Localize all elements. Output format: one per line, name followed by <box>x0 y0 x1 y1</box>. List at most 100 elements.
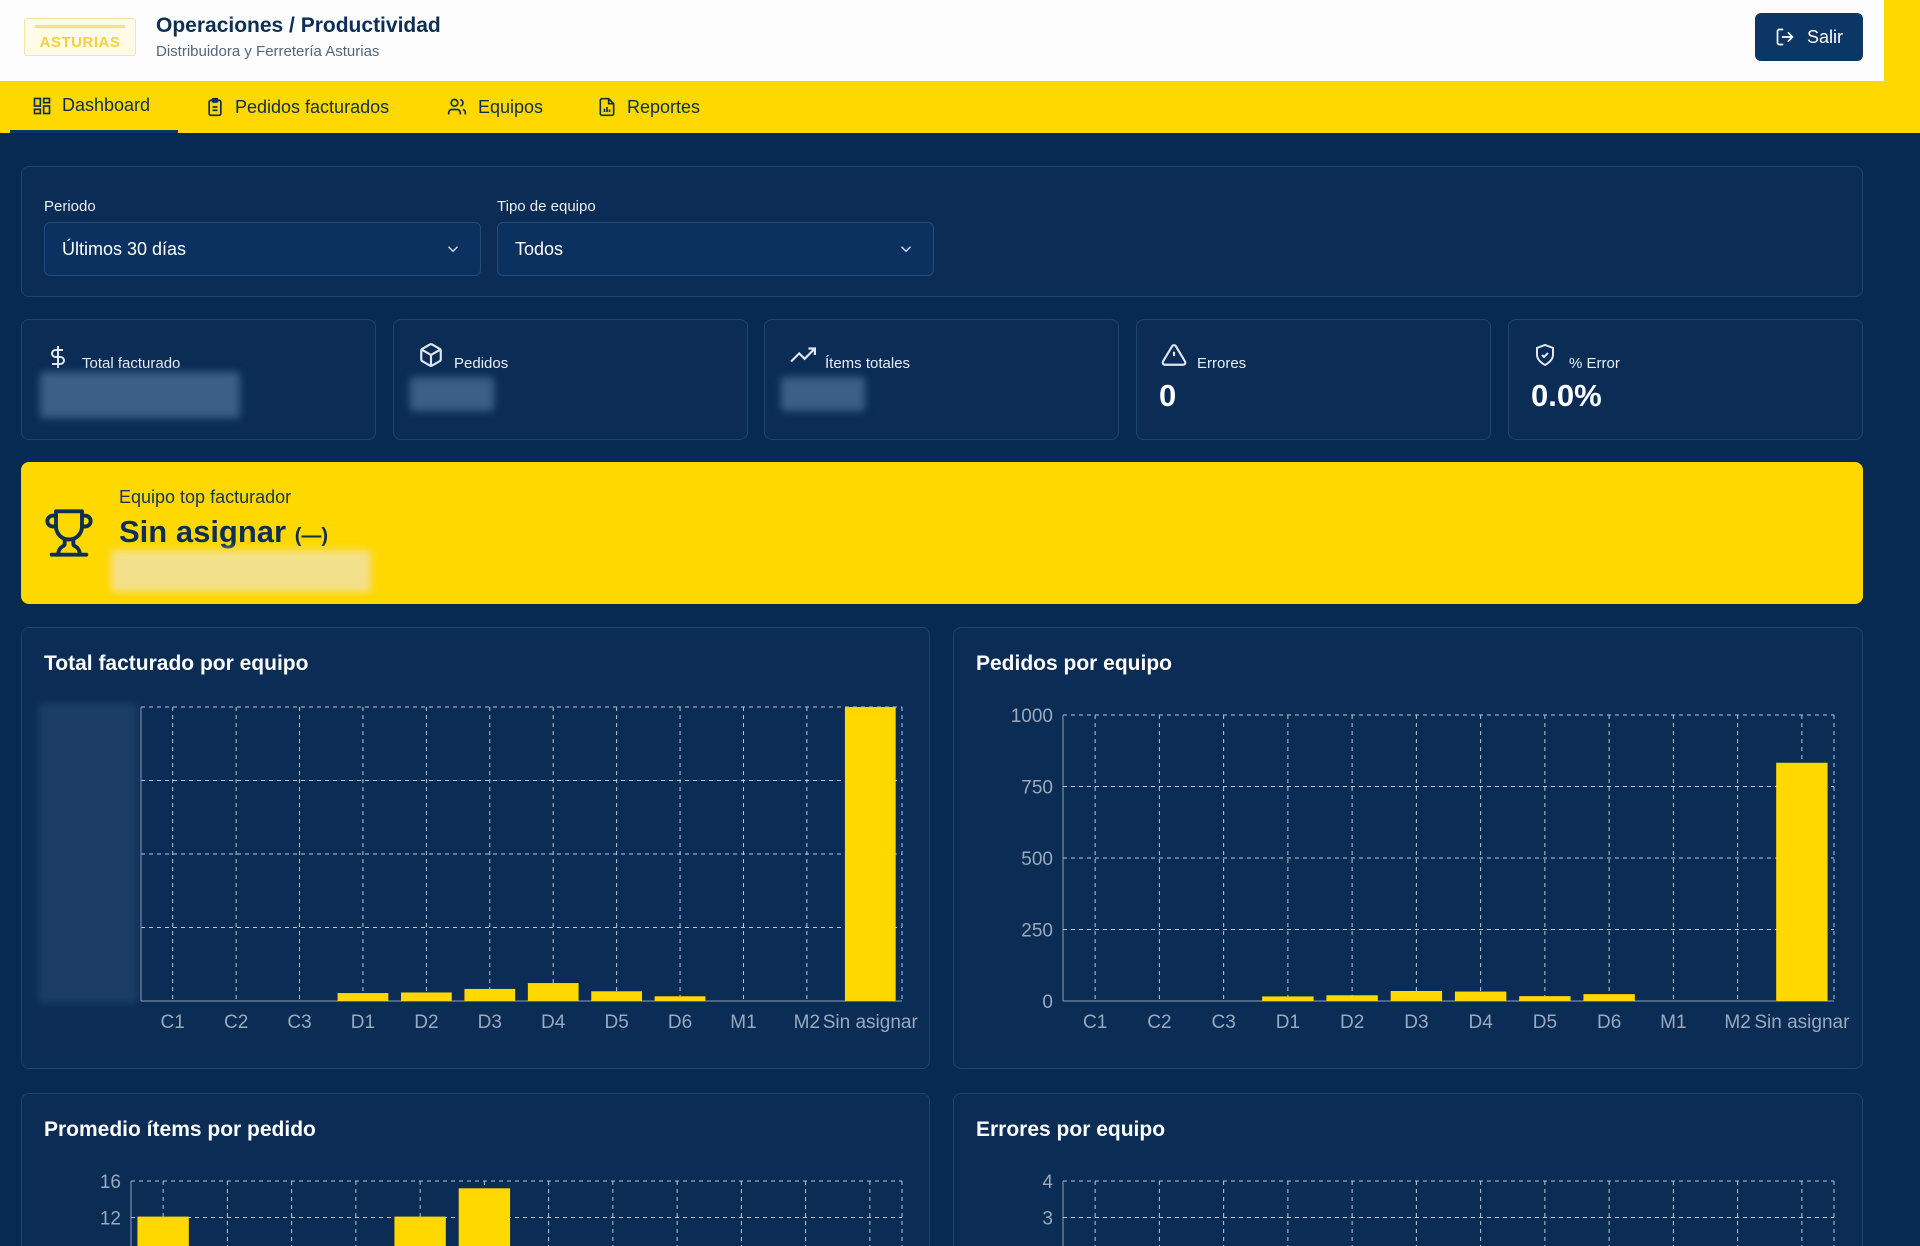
chevron-down-icon <box>447 246 459 253</box>
x-tick-label: C1 <box>1083 1012 1107 1033</box>
bar-d6[interactable] <box>1583 994 1635 1001</box>
x-tick-label: Sin asignar <box>1754 1012 1850 1033</box>
dollar-icon <box>51 346 65 368</box>
x-tick-label: C1 <box>161 1012 185 1033</box>
stat-label: Total facturado <box>82 355 181 372</box>
bar-d3[interactable] <box>464 988 516 1001</box>
bar-d4[interactable] <box>527 983 579 1001</box>
x-tick-label: Sin asignar <box>823 1012 919 1033</box>
page-title: Operaciones / Productividad <box>156 14 441 37</box>
bar-d1[interactable] <box>337 993 389 1001</box>
team-type-label: Tipo de equipo <box>497 198 596 215</box>
x-tick-label: D2 <box>1340 1012 1364 1033</box>
top-team-banner: Equipo top facturador Sin asignar (—) <box>21 462 1863 604</box>
stat-value: 0 <box>1159 378 1177 413</box>
bar-chart-total-facturado: C1 C2 C3 D1 D2 D3 D4 D5 D6 M1 M2 Sin asignar <box>140 706 919 1033</box>
y-tick-label: 250 <box>1021 921 1053 942</box>
x-tick-label: C3 <box>287 1012 311 1033</box>
y-tick-label: 1000 <box>1011 706 1053 727</box>
logout-icon <box>1776 28 1794 46</box>
stat-card-items-totales: Ítems totales <box>764 319 1119 440</box>
x-tick-label: D6 <box>668 1012 692 1033</box>
filters-panel: Periodo Últimos 30 días Tipo de equipo T… <box>21 166 1863 297</box>
warning-icon <box>1161 344 1187 366</box>
dashboard-icon <box>33 97 51 114</box>
app-header: ASTURIAS Operaciones / Productividad Dis… <box>0 0 1884 81</box>
users-icon <box>447 98 467 115</box>
tab-equipos[interactable]: Equipos <box>446 81 543 133</box>
period-label: Periodo <box>44 198 96 215</box>
tab-dashboard[interactable]: Dashboard <box>10 81 178 133</box>
bar-chart-pedidos: 0 250 500 750 1000 C1 C2 C3 D1 D2 D3 D4 D5 D6 M1 M2 Sin … <box>1011 706 1850 1033</box>
bar-sin-asignar[interactable] <box>844 707 896 1001</box>
chart-card-promedio-items: Promedio ítems por pedido 16 12 <box>21 1093 930 1246</box>
logout-button[interactable]: Salir <box>1755 13 1863 61</box>
bar-d5[interactable] <box>1519 996 1571 1001</box>
y-tick-label: 500 <box>1021 849 1053 870</box>
stat-value-redacted <box>410 377 494 411</box>
x-tick-label: C3 <box>1211 1012 1235 1033</box>
chart-title: Total facturado por equipo <box>44 652 309 675</box>
stat-card-porcentaje-error: % Error 0.0% <box>1508 319 1863 440</box>
x-tick-label: M1 <box>1660 1012 1686 1033</box>
trending-up-icon <box>790 347 816 363</box>
team-type-select[interactable]: Todos <box>497 222 934 276</box>
x-tick-label: D1 <box>1276 1012 1300 1033</box>
bar-d5[interactable] <box>591 991 642 1001</box>
stat-value-redacted <box>781 377 865 411</box>
bar-chart-errores: 43 <box>1042 1172 1835 1246</box>
clipboard-icon <box>208 97 222 117</box>
y-tick-label: 16 <box>100 1172 121 1193</box>
chart-card-pedidos: Pedidos por equipo 0 250 500 750 1000 C1 C2 C3 D… <box>953 627 1863 1069</box>
y-tick-label: 750 <box>1021 778 1053 799</box>
x-tick-label: M1 <box>730 1012 756 1033</box>
stat-label: Pedidos <box>454 355 509 372</box>
y-tick-label: 3 <box>1042 1209 1053 1230</box>
chart-title: Errores por equipo <box>976 1118 1166 1141</box>
stat-card-total-facturado: Total facturado <box>21 319 376 440</box>
y-axis-labels-redacted <box>38 703 138 1003</box>
x-tick-label: D2 <box>414 1012 438 1033</box>
chart-title: Pedidos por equipo <box>976 652 1173 675</box>
bar-d3[interactable] <box>1390 990 1443 1001</box>
top-team-label: Equipo top facturador <box>119 487 292 507</box>
y-tick-label: 0 <box>1042 992 1053 1013</box>
header-edge <box>1884 0 1920 81</box>
stat-card-errores: Errores 0 <box>1136 319 1491 440</box>
package-icon <box>420 343 442 367</box>
bar-sin-asignar[interactable] <box>1776 762 1828 1001</box>
bar-c1[interactable] <box>137 1216 189 1246</box>
bar-d2[interactable] <box>394 1216 446 1246</box>
tab-pedidos-facturados[interactable]: Pedidos facturados <box>205 81 389 133</box>
company-logo: ASTURIAS <box>24 18 136 56</box>
file-chart-icon <box>599 97 615 117</box>
x-tick-label: D5 <box>604 1012 628 1033</box>
x-tick-label: M2 <box>794 1012 820 1033</box>
trophy-icon <box>45 509 93 557</box>
x-tick-label: D6 <box>1597 1012 1621 1033</box>
bar-d4[interactable] <box>1454 991 1507 1001</box>
bar-d1[interactable] <box>1262 996 1314 1001</box>
x-tick-label: D1 <box>351 1012 375 1033</box>
bar-d6[interactable] <box>654 996 706 1001</box>
chevron-down-icon <box>900 246 912 253</box>
x-tick-label: D3 <box>1404 1012 1428 1033</box>
bar-d2[interactable] <box>1326 995 1378 1001</box>
stat-card-pedidos: Pedidos <box>393 319 748 440</box>
period-select[interactable]: Últimos 30 días <box>44 222 481 276</box>
x-tick-label: D4 <box>1468 1012 1493 1033</box>
x-tick-label: C2 <box>1147 1012 1171 1033</box>
chart-card-total-facturado: Total facturado por equipo C1 C2 C3 D1 D2 D3 D… <box>21 627 930 1069</box>
x-tick-label: M2 <box>1724 1012 1750 1033</box>
bar-d3[interactable] <box>458 1188 511 1246</box>
x-tick-label: D5 <box>1533 1012 1557 1033</box>
tab-reportes[interactable]: Reportes <box>597 81 700 133</box>
stat-label: Errores <box>1197 355 1247 372</box>
stat-label: % Error <box>1569 355 1620 372</box>
bar-d2[interactable] <box>401 992 452 1001</box>
logout-label: Salir <box>1806 26 1843 47</box>
x-tick-label: C2 <box>224 1012 248 1033</box>
stat-value-redacted <box>40 372 240 418</box>
